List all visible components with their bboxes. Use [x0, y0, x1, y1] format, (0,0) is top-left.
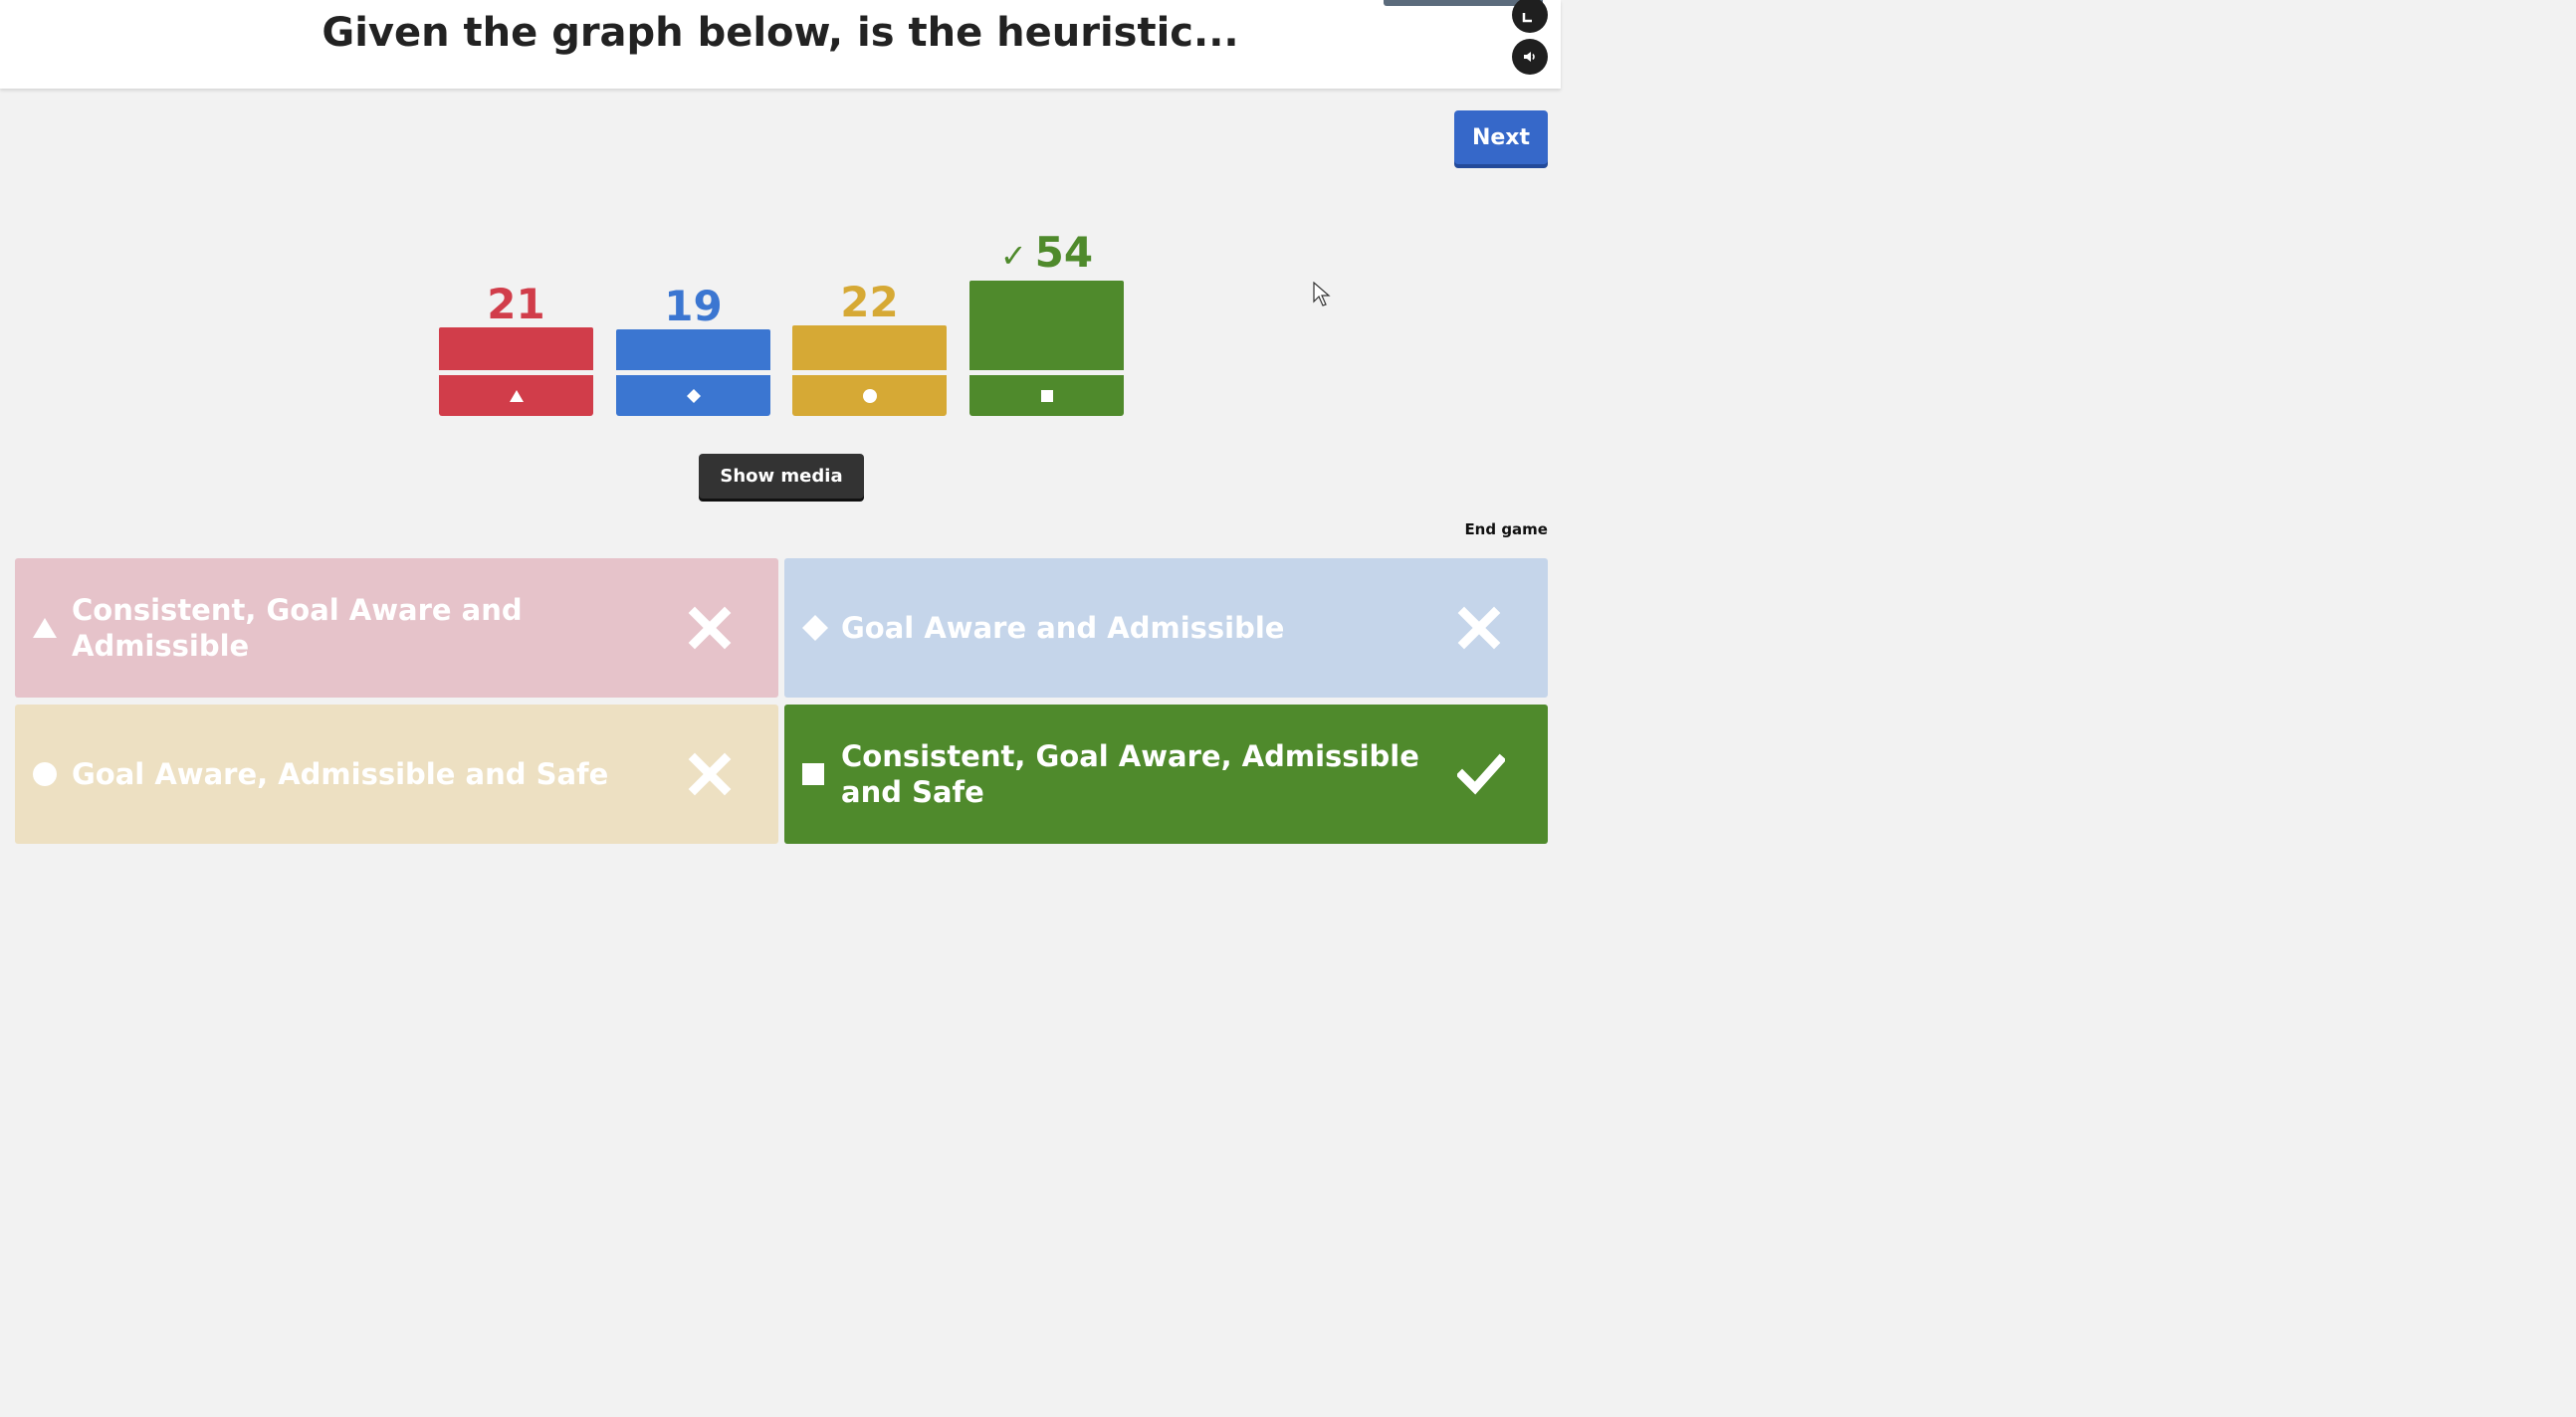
- correct-check-icon: [1457, 753, 1505, 795]
- answer-diamond[interactable]: Goal Aware and Admissible: [784, 558, 1548, 698]
- header-bar: Given the graph below, is the heuristic.…: [0, 0, 1561, 89]
- next-button[interactable]: Next: [1454, 110, 1548, 164]
- result-bar-circle: [792, 325, 947, 370]
- sound-button[interactable]: [1512, 39, 1548, 75]
- show-media-button[interactable]: Show media: [699, 454, 864, 499]
- result-base-square: [969, 375, 1124, 416]
- diamond-icon: [802, 615, 828, 641]
- answer-text: Goal Aware and Admissible: [841, 611, 1285, 645]
- mouse-cursor-icon: [1313, 282, 1331, 306]
- result-base-circle: [792, 375, 947, 416]
- result-base-diamond: [616, 375, 770, 416]
- incorrect-x-icon: [1457, 606, 1501, 650]
- answer-triangle[interactable]: Consistent, Goal Aware and Admissible: [15, 558, 778, 698]
- end-game-link[interactable]: End game: [1464, 520, 1548, 538]
- sound-icon: [1524, 52, 1535, 62]
- result-bar-diamond: [616, 329, 770, 370]
- circle-icon: [862, 388, 877, 403]
- square-icon: [802, 763, 824, 785]
- incorrect-x-icon: [688, 606, 732, 650]
- webcam-preview: [1384, 0, 1543, 6]
- result-base-triangle: [439, 375, 593, 416]
- result-count-diamond: 19: [664, 282, 723, 330]
- incorrect-x-icon: [688, 752, 732, 796]
- fullscreen-icon: [1522, 13, 1532, 23]
- correct-check-icon: ✓: [999, 237, 1027, 275]
- fullscreen-button[interactable]: [1512, 0, 1548, 33]
- result-count-triangle: 21: [487, 280, 545, 328]
- question-title: Given the graph below, is the heuristic.…: [322, 10, 1239, 56]
- triangle-icon: [509, 389, 524, 402]
- result-bar-triangle: [439, 327, 593, 370]
- answer-square[interactable]: Consistent, Goal Aware, Admissible and S…: [784, 705, 1548, 844]
- square-icon: [1040, 389, 1053, 402]
- circle-icon: [33, 762, 57, 786]
- diamond-icon: [686, 388, 701, 403]
- answer-circle[interactable]: Goal Aware, Admissible and Safe: [15, 705, 778, 844]
- triangle-icon: [33, 618, 57, 638]
- answer-text: Consistent, Goal Aware and Admissible: [72, 593, 523, 663]
- result-count-square-value: 54: [1034, 228, 1094, 277]
- answer-text: Consistent, Goal Aware, Admissible and S…: [841, 739, 1419, 809]
- answer-text: Goal Aware, Admissible and Safe: [72, 757, 609, 791]
- result-count-circle: 22: [840, 278, 899, 326]
- result-count-square: ✓ 54: [969, 229, 1124, 280]
- result-bar-square: [969, 281, 1124, 370]
